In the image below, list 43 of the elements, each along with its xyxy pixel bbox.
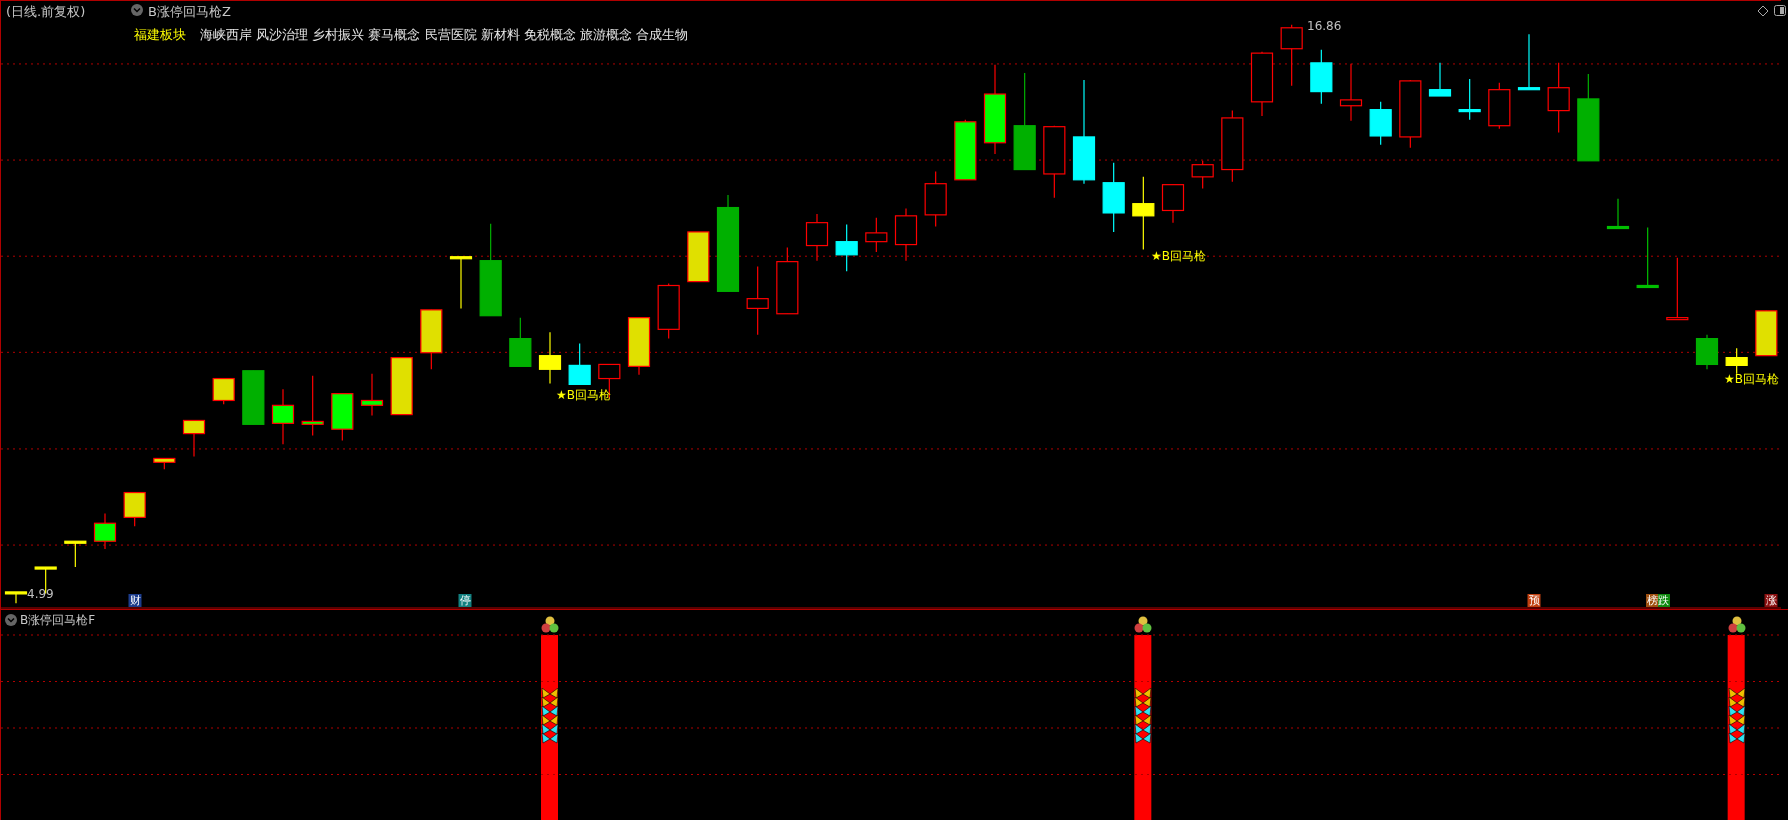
annotation: 财 <box>128 594 142 607</box>
candlestick <box>805 213 829 262</box>
candlestick <box>1636 226 1659 289</box>
candlestick <box>1517 33 1541 91</box>
candlestick <box>4 591 28 604</box>
annotation: 停 <box>458 594 472 607</box>
annotation: 涨 <box>1764 594 1778 607</box>
candlestick <box>64 540 87 568</box>
annotation: 16.86 <box>1307 19 1342 34</box>
candlestick <box>93 512 117 550</box>
candlestick <box>835 224 858 272</box>
candlestick <box>1458 78 1481 121</box>
chart-title: (日线.前复权) <box>6 3 86 21</box>
candlestick <box>449 256 473 309</box>
candlestick <box>271 388 295 445</box>
annotation: ★B回马枪 <box>1151 249 1206 264</box>
candlestick <box>1606 198 1630 230</box>
annotation: 榜跌 <box>1646 594 1670 607</box>
candlestick <box>1666 257 1689 321</box>
candlestick <box>1339 63 1363 122</box>
candlestick <box>1725 347 1748 375</box>
annotation: 预 <box>1527 594 1541 607</box>
candlestick <box>538 331 562 385</box>
annotation: 4.99 <box>27 587 54 602</box>
candlestick <box>360 373 384 417</box>
chart-subtitle: B涨停回马枪Z <box>148 3 231 21</box>
candlestick <box>1428 62 1452 97</box>
candlestick <box>182 419 206 458</box>
chart-title: B涨停回马枪F <box>20 612 96 629</box>
candlestick <box>746 265 769 336</box>
candlestick <box>1280 24 1303 87</box>
annotation: ★B回马枪 <box>1724 372 1779 387</box>
annotation: 福建板块 <box>134 27 186 42</box>
annotation: 海峡西岸 风沙治理 乡村振兴 赛马概念 民营医院 新材料 免税概念 旅游概念 合成生物 <box>200 27 689 42</box>
candlestick <box>568 342 591 385</box>
candlestick <box>1547 62 1570 134</box>
candlestick <box>1191 160 1214 190</box>
candlestick <box>598 363 621 400</box>
annotation: ★B回马枪 <box>556 388 611 403</box>
candlestick <box>301 375 324 437</box>
candlestick <box>865 217 888 253</box>
candlestick <box>212 377 235 405</box>
candlestick <box>1132 176 1155 251</box>
